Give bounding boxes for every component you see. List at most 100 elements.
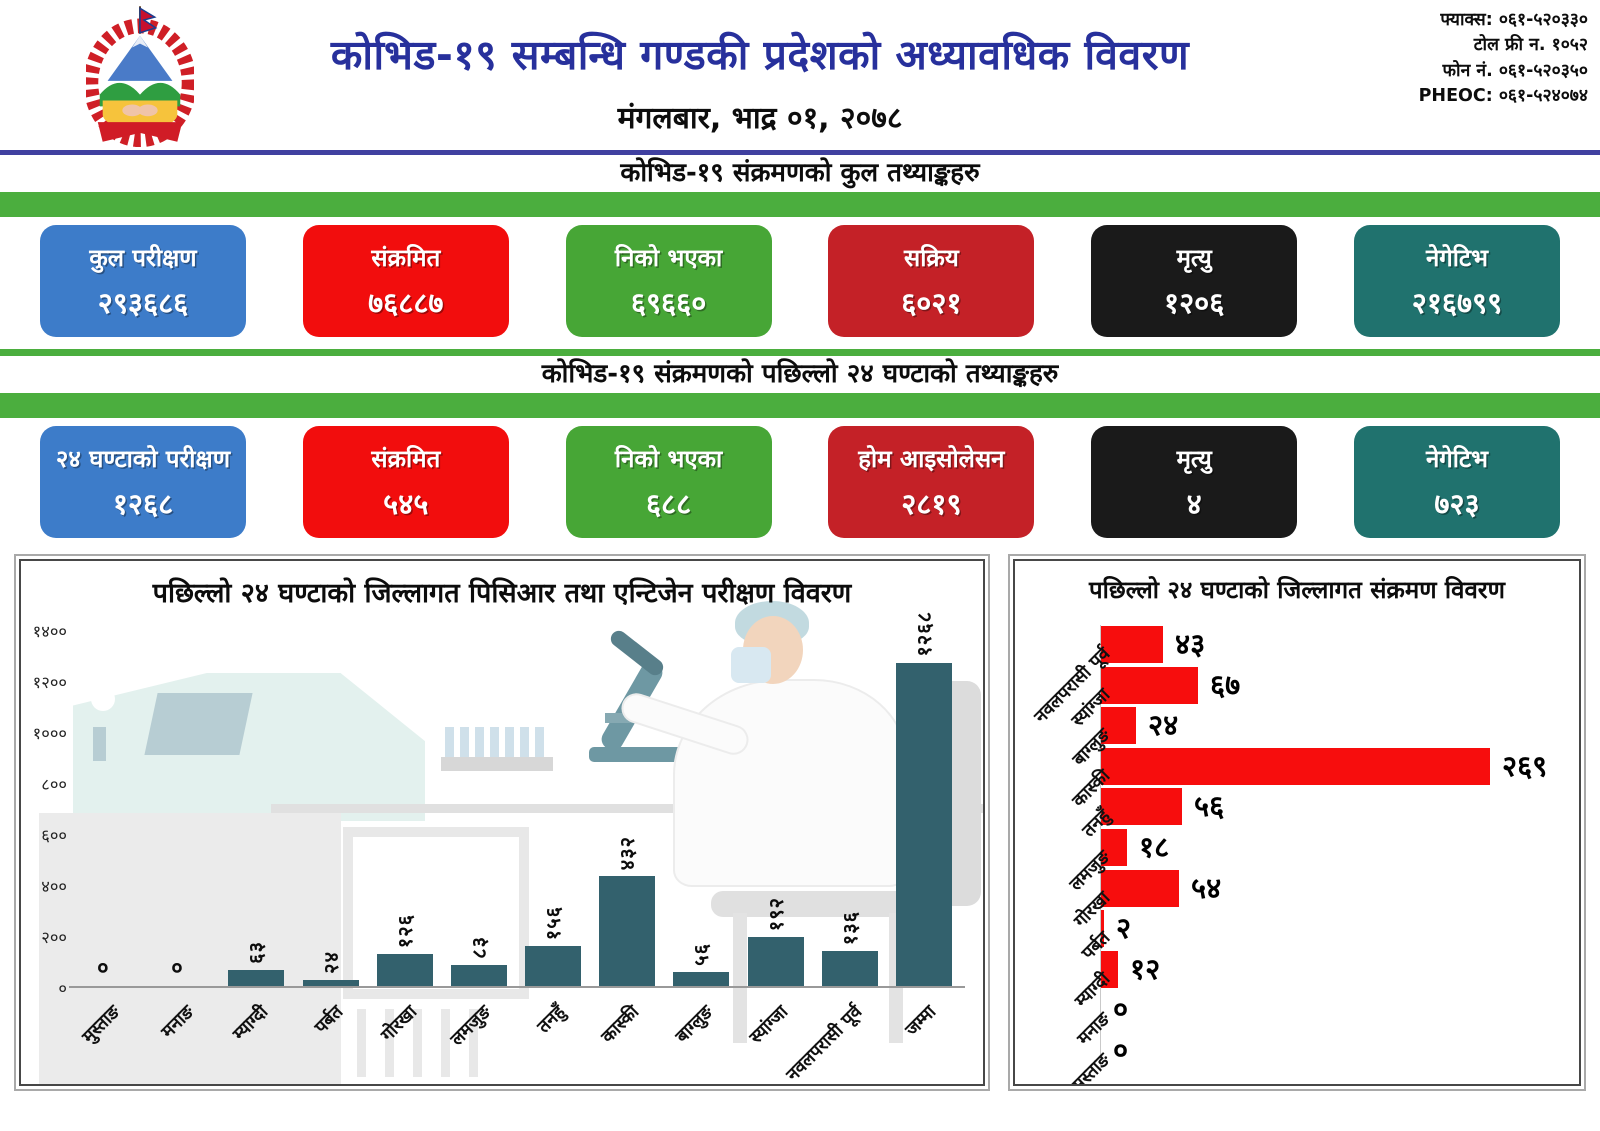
test-tube: [475, 727, 484, 757]
contact-info: फ्याक्स: ०६१-५२०३३० टोल फ्री न. १०५२ फोन…: [1419, 8, 1588, 110]
page-title: कोभिड-१९ सम्बन्धि गण्डकी प्रदेशको अध्याव…: [330, 31, 1190, 79]
total-stats-row: कुल परीक्षण २९३६८६ संक्रमित ७६८८७ निको भ…: [0, 217, 1600, 349]
hbar-value-label: ०: [1113, 992, 1129, 1027]
lab-bench-illustration: [39, 813, 341, 1084]
stat-card-infected: संक्रमित ७६८८७: [302, 221, 523, 344]
chair-seat: [711, 891, 925, 917]
test-tube: [490, 727, 499, 757]
stat-card-home-isolation: होम आइसोलेसन २८१९: [828, 422, 1049, 545]
bar-value-label: १९२: [763, 896, 788, 931]
bar-value-label: २४: [318, 951, 343, 974]
hbar-1: [1101, 666, 1198, 704]
test-tube: [535, 727, 544, 757]
hbar-value-label: २६९: [1502, 748, 1548, 783]
stat-label: मृत्यु: [1176, 243, 1212, 272]
y-axis-tick: ४००: [41, 877, 67, 897]
contact-phone: फोन नं. ०६१-५२०३५०: [1442, 60, 1588, 81]
cabinet-stripe: [441, 1009, 450, 1077]
bar-value-label: ५६: [689, 943, 714, 966]
pcr-machine-light: [91, 687, 115, 711]
contact-pheoc: PHEOC: ०६१-५२४०७४: [1418, 86, 1588, 107]
desk-edge: [271, 804, 983, 813]
microscope-base: [589, 747, 685, 762]
hbar-value-label: ५४: [1191, 870, 1222, 905]
hbar-value-label: २४: [1148, 708, 1179, 743]
stat-value: ४: [1186, 486, 1202, 521]
stat-value: २१६७९९: [1411, 285, 1503, 320]
hbar-5: [1101, 829, 1127, 866]
hbar-value-label: ५६: [1194, 789, 1225, 824]
stat-card-tests-24h: २४ घण्टाको परीक्षण १२६८: [40, 422, 260, 545]
hbar-value-label: १२: [1130, 951, 1161, 986]
stat-label: २४ घण्टाको परीक्षण: [55, 444, 231, 473]
tests-chart-title: पछिल्लो २४ घण्टाको जिल्लागत पिसिआर तथा ए…: [152, 578, 852, 609]
bar-value-label: ८३: [466, 936, 491, 959]
hbar-value-label: ६७: [1210, 667, 1241, 702]
bar-11: [895, 663, 952, 986]
bar-4: [376, 954, 433, 986]
y-axis-line: [1100, 625, 1101, 1072]
tests-bar-chart: ० २०० ४०० ६०० ८०० १००० १२०० १४०० ० मुस्ताङ ० मनाङ ६३…: [21, 561, 983, 1084]
stat-card-negative-24h: नेगेटिभ ७२३: [1353, 422, 1574, 545]
stat-label: निको भएका: [614, 243, 723, 272]
stat-card-negative: नेगेटिभ २१६७९९: [1353, 221, 1574, 344]
cabinet-stripe: [357, 1009, 366, 1077]
bar-value-label: ६३: [244, 941, 269, 964]
y-axis-tick: ०: [58, 979, 67, 998]
microscope-eyepiece: [607, 627, 667, 679]
y-axis-tick: २००: [41, 928, 67, 948]
stat-value: ७२३: [1434, 486, 1480, 521]
bar-value-label: १२६८: [911, 611, 936, 657]
hbar-0: [1101, 626, 1163, 663]
test-tube: [445, 727, 454, 757]
y-axis-tick: १४००: [32, 622, 67, 642]
nepal-emblem-logo: [86, 6, 194, 147]
test-tube: [460, 727, 469, 757]
stat-card-recovered-24h: निको भएका ६८८: [565, 422, 786, 545]
stat-card-deaths-24h: मृत्यु ४: [1091, 422, 1312, 545]
y-axis-tick: १२००: [32, 673, 67, 693]
stat-label: संक्रमित: [371, 444, 441, 473]
pcr-machine-screen: [144, 693, 253, 755]
bar-7: [599, 876, 656, 986]
scientist-body: [673, 679, 908, 887]
stat-label: सक्रिय: [903, 243, 959, 272]
stat-label: होम आइसोलेसन: [858, 444, 1005, 473]
bar-9: [747, 937, 804, 986]
infections-chart-panel: पछिल्लो २४ घण्टाको जिल्लागत संक्रमण विवर…: [1008, 554, 1586, 1091]
contact-tollfree: टोल फ्री न. १०५२: [1473, 35, 1588, 56]
nepal-flag-icon: [139, 6, 158, 34]
stat-label: संक्रमित: [371, 243, 441, 272]
stat-value: १२०६: [1164, 285, 1225, 320]
y-axis-tick: ६००: [41, 826, 67, 846]
stat-value: २८१९: [901, 486, 962, 521]
cabinet-stripe: [385, 1009, 394, 1077]
bar-5: [450, 965, 507, 986]
hbar-6: [1101, 869, 1179, 907]
bar-2: [228, 970, 285, 986]
section-title-24h: कोभिड-१९ संक्रमणको पछिल्लो २४ घण्टाको तथ…: [541, 359, 1059, 389]
scientist-mask: [731, 647, 771, 683]
hbar-7: [1101, 910, 1104, 948]
stat-card-infected-24h: संक्रमित ५४५: [302, 422, 523, 545]
contact-fax: फ्याक्स: ०६१-५२०३३०: [1440, 10, 1588, 30]
cabinet-stripe: [469, 1009, 478, 1077]
green-band: [0, 192, 1600, 217]
section-title-total: कोभिड-१९ संक्रमणको कुल तथ्याङ्कहरु: [620, 158, 980, 188]
bar-value-label: ४३२: [615, 835, 640, 870]
hbar-value-label: ०: [1113, 1033, 1129, 1067]
stat-card-total-tests: कुल परीक्षण २९३६८६: [40, 221, 260, 344]
stat-value: १२६८: [112, 486, 174, 521]
hbar-2: [1101, 707, 1136, 745]
bar-value-label: १३६: [837, 910, 862, 945]
hbar-4: [1101, 788, 1182, 826]
bar-6: [525, 946, 582, 986]
charts-row: पछिल्लो २४ घण्टाको जिल्लागत पिसिआर तथा ए…: [0, 554, 1600, 1091]
stat-card-deaths: मृत्यु १२०६: [1091, 221, 1312, 344]
infections-chart-title: पछिल्लो २४ घण्टाको जिल्लागत संक्रमण विवर…: [1089, 576, 1505, 604]
daily-stats-row: २४ घण्टाको परीक्षण १२६८ संक्रमित ५४५ निक…: [0, 418, 1600, 550]
stat-label: मृत्यु: [1176, 444, 1212, 473]
hbar-3: [1101, 747, 1490, 785]
stat-value: २९३६८६: [97, 285, 189, 320]
